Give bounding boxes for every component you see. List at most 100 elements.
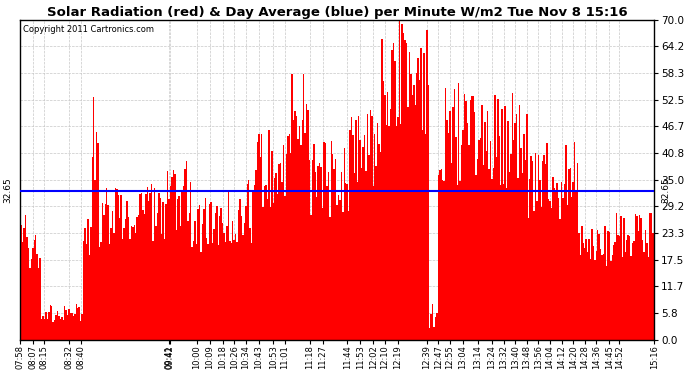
Bar (270, 207, 271, 340)
Bar (290, 153, 291, 340)
Bar (159, 198, 161, 340)
Bar (184, 170, 186, 340)
Bar (217, 244, 219, 340)
Bar (566, 206, 568, 340)
Bar (457, 185, 458, 340)
Bar (412, 95, 413, 340)
Bar (35, 234, 37, 340)
Bar (71, 313, 72, 340)
Bar (93, 98, 95, 340)
Bar (408, 52, 410, 340)
Bar (106, 188, 108, 340)
Bar (555, 191, 556, 340)
Bar (228, 192, 229, 340)
Bar (480, 138, 481, 340)
Bar (266, 186, 267, 340)
Bar (573, 182, 574, 340)
Bar (465, 101, 466, 340)
Bar (332, 154, 333, 340)
Text: Copyright 2011 Cartronics.com: Copyright 2011 Cartronics.com (23, 24, 154, 33)
Bar (174, 174, 175, 340)
Bar (203, 209, 204, 340)
Bar (233, 240, 235, 340)
Bar (528, 217, 529, 340)
Text: 32.65: 32.65 (3, 178, 12, 203)
Bar (242, 235, 244, 340)
Bar (575, 192, 577, 340)
Bar (490, 141, 491, 340)
Bar (353, 135, 354, 340)
Bar (549, 201, 551, 340)
Bar (177, 200, 179, 340)
Bar (257, 142, 258, 340)
Bar (448, 133, 449, 340)
Bar (38, 268, 39, 340)
Bar (335, 159, 336, 340)
Bar (208, 244, 209, 340)
Bar (115, 188, 116, 340)
Bar (283, 146, 284, 340)
Bar (148, 201, 150, 340)
Bar (431, 314, 432, 340)
Bar (511, 93, 513, 340)
Bar (473, 96, 474, 340)
Bar (336, 205, 338, 340)
Bar (458, 83, 460, 340)
Bar (200, 252, 201, 340)
Bar (417, 58, 419, 340)
Bar (238, 210, 239, 340)
Bar (254, 184, 255, 340)
Bar (278, 164, 280, 340)
Bar (86, 244, 87, 340)
Bar (232, 220, 233, 340)
Bar (52, 322, 54, 340)
Bar (137, 217, 138, 340)
Bar (58, 316, 59, 340)
Bar (618, 236, 619, 340)
Bar (613, 245, 614, 340)
Bar (117, 195, 119, 340)
Bar (562, 198, 564, 340)
Bar (291, 74, 293, 340)
Bar (288, 134, 290, 340)
Bar (212, 243, 213, 340)
Bar (471, 96, 473, 340)
Bar (307, 110, 309, 340)
Bar (251, 243, 253, 340)
Bar (410, 74, 412, 340)
Bar (79, 307, 80, 340)
Bar (364, 135, 365, 340)
Bar (100, 242, 101, 340)
Bar (161, 234, 163, 340)
Bar (574, 142, 575, 340)
Bar (122, 239, 124, 340)
Bar (439, 170, 441, 340)
Bar (262, 207, 264, 340)
Bar (489, 169, 490, 340)
Bar (384, 96, 386, 340)
Bar (134, 225, 135, 340)
Bar (354, 172, 355, 340)
Bar (407, 107, 408, 340)
Bar (237, 242, 238, 340)
Bar (72, 316, 74, 340)
Bar (317, 166, 319, 340)
Bar (524, 160, 526, 340)
Bar (631, 256, 632, 340)
Bar (261, 134, 262, 340)
Bar (299, 126, 300, 340)
Bar (633, 241, 635, 340)
Bar (116, 189, 117, 340)
Bar (518, 178, 519, 340)
Bar (357, 182, 358, 340)
Bar (42, 316, 43, 340)
Bar (331, 141, 332, 340)
Bar (538, 155, 539, 340)
Bar (635, 214, 636, 340)
Bar (193, 242, 195, 340)
Bar (43, 320, 45, 340)
Bar (157, 213, 158, 340)
Bar (565, 146, 566, 340)
Bar (629, 236, 631, 340)
Bar (187, 221, 188, 340)
